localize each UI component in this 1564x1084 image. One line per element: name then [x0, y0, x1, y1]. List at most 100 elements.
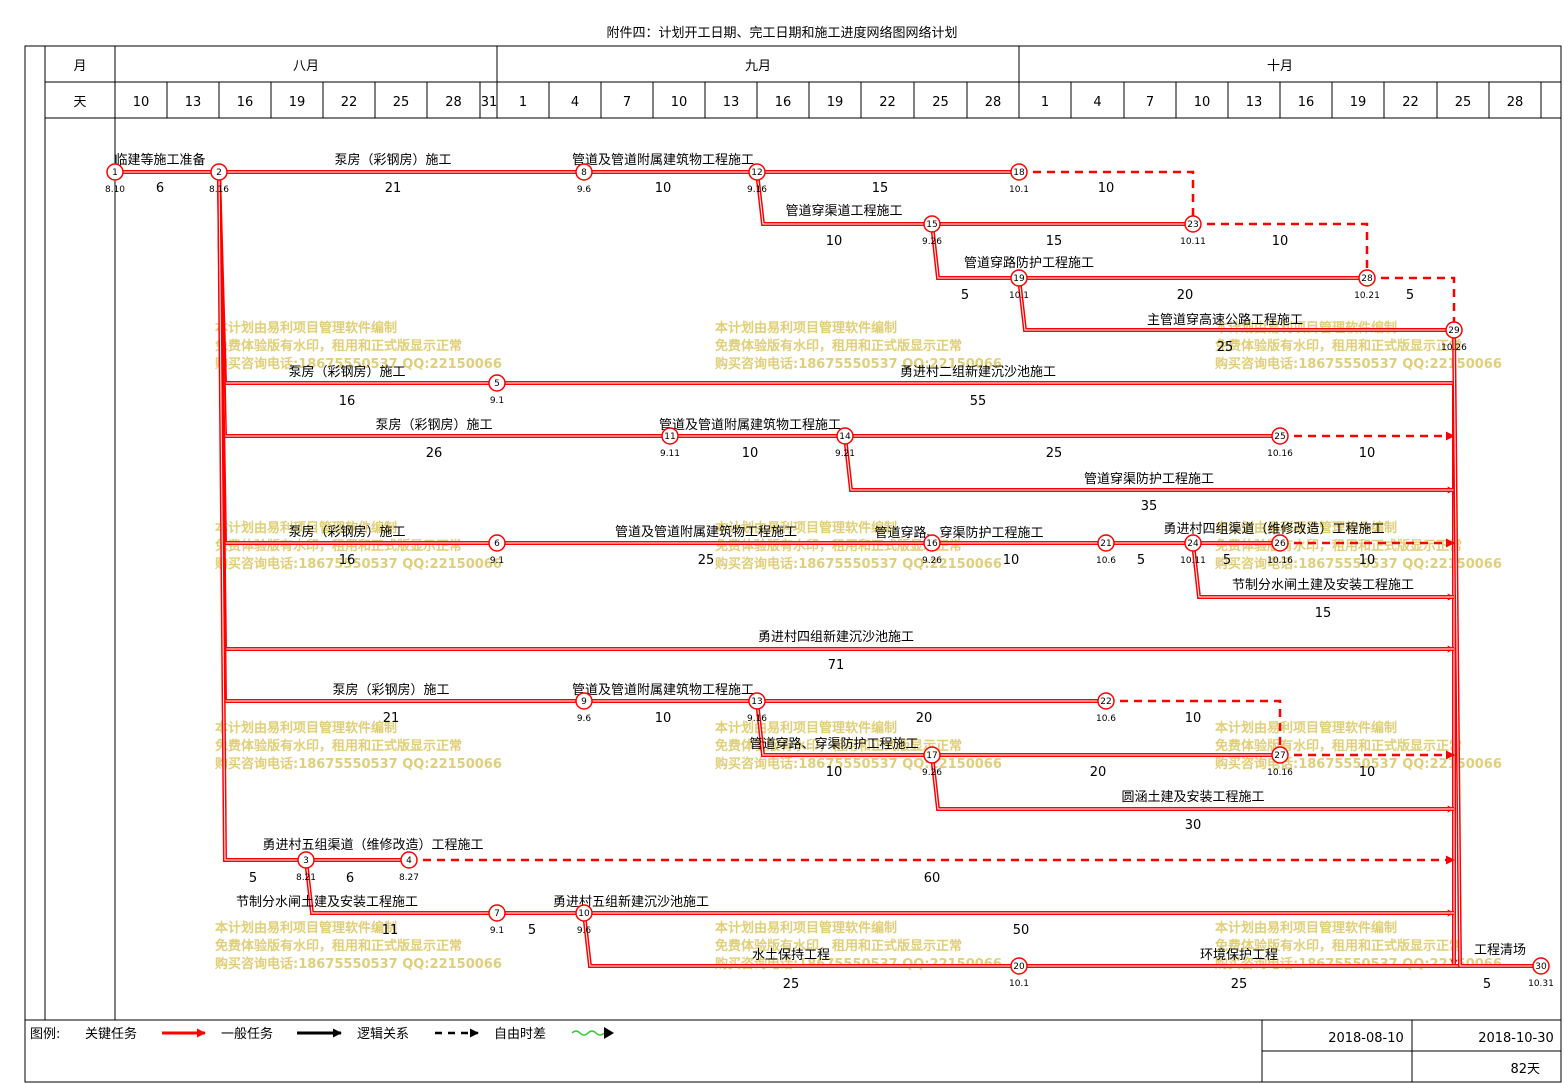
node-circle: [400, 851, 418, 869]
node: 179.26: [922, 746, 942, 778]
day-label: 10: [1194, 95, 1211, 110]
watermark: 本计划由易利项目管理软件编制免费体验版有水印，租用和正式版显示正常购买咨询电话:…: [215, 720, 502, 772]
task-duration: 20: [1177, 288, 1194, 303]
day-label: 31: [481, 95, 498, 110]
day-label: 10: [133, 95, 150, 110]
day-label: 13: [1246, 95, 1263, 110]
watermark-line: 购买咨询电话:18675550537 QQ:22150066: [715, 556, 1002, 572]
node-circle: [836, 427, 854, 445]
task-arrow: 15: [757, 168, 1020, 196]
node-number: 1: [112, 168, 118, 178]
node-date: 9.21: [835, 449, 855, 459]
node-date: 9.26: [922, 237, 942, 247]
task-duration: 55: [970, 394, 987, 409]
day-label: 22: [341, 95, 358, 110]
day-label: 28: [985, 95, 1002, 110]
watermark-line: 购买咨询电话:18675550537 QQ:22150066: [715, 756, 1002, 772]
task-duration: 15: [1315, 606, 1332, 621]
watermark-line: 购买咨询电话:18675550537 QQ:22150066: [1215, 556, 1502, 572]
task-label: 勇进村五组渠道（维修改造）工程施工: [262, 838, 483, 853]
node: 18 10.1: [1009, 163, 1029, 195]
node-number: 29: [1448, 326, 1460, 336]
day-label: 25: [393, 95, 410, 110]
node: 28 10.21: [1354, 269, 1380, 301]
watermark-line: 免费体验版有水印，租用和正式版显示正常: [1215, 738, 1462, 754]
watermark-line: 购买咨询电话:18675550537 QQ:22150066: [1215, 356, 1502, 372]
task-label: 节制分水闸土建及安装工程施工: [236, 895, 418, 910]
free-float-line: [1193, 222, 1372, 279]
task-arrow: 管道穿路、穿渠防护工程施工 10: [749, 700, 933, 780]
task-duration: 16: [339, 553, 356, 568]
node-date: 10.1: [1009, 979, 1029, 989]
task-duration: 5: [1406, 288, 1414, 303]
month-label: 九月: [745, 59, 771, 74]
node-number: 11: [664, 432, 675, 442]
node: 109.6: [575, 904, 593, 936]
node: 30 10.31: [1528, 957, 1554, 989]
task-duration: 15: [1046, 234, 1063, 249]
node-circle: [1271, 427, 1289, 445]
node-circle: [575, 163, 593, 181]
end-date-value: 2018-10-30: [1478, 1031, 1554, 1046]
watermark-line: 免费体验版有水印，租用和正式版显示正常: [715, 938, 962, 954]
task-label: 勇进村五组新建沉沙池施工: [553, 894, 709, 910]
task-label: 管道穿路、穿渠防护工程施工: [749, 736, 918, 752]
critical-task-line-inner: [305, 859, 497, 914]
task-duration: 25: [1217, 340, 1234, 355]
node-date: 10.11: [1180, 237, 1206, 247]
task-duration: 5: [1223, 553, 1231, 568]
day-label: 10: [671, 95, 688, 110]
task-arrow: 管道及管道附属建筑物工程施工 25: [497, 524, 933, 568]
node-circle: [297, 851, 315, 869]
legend-float-wave: [571, 1030, 605, 1036]
node-circle: [1184, 534, 1202, 552]
watermark-line: 本计划由易利项目管理软件编制: [215, 320, 397, 336]
free-float-line: [1106, 699, 1285, 756]
task-duration: 10: [1359, 553, 1376, 568]
node: 159.26: [922, 215, 942, 247]
node: 28.16: [209, 163, 229, 195]
node: 48.27: [399, 851, 419, 883]
task-arrow: 15: [932, 220, 1194, 249]
watermark-line: 本计划由易利项目管理软件编制: [215, 920, 397, 936]
watermark-line: 本计划由易利项目管理软件编制: [215, 520, 397, 536]
node-date: 9.1: [490, 396, 504, 406]
task-arrow: 管道穿渠防护工程施工 35: [843, 435, 1455, 514]
day-label: 16: [237, 95, 254, 110]
day-label: 19: [289, 95, 306, 110]
critical-task-line-inner: [756, 171, 932, 225]
node-date: 9.11: [660, 449, 680, 459]
day-header-label: 天: [73, 95, 86, 110]
node-number: 13: [751, 697, 762, 707]
day-label: 25: [932, 95, 949, 110]
task-duration: 21: [383, 711, 400, 726]
task-duration: 6: [346, 871, 354, 886]
watermark-line: 免费体验版有水印，租用和正式版显示正常: [715, 738, 962, 754]
watermark-line: 购买咨询电话:18675550537 QQ:22150066: [215, 956, 502, 972]
node-date: 9.16: [747, 185, 767, 195]
legend-float-label: 自由时差: [494, 1027, 546, 1042]
task-duration: 21: [385, 181, 402, 196]
node-date: 8.10: [105, 185, 125, 195]
node-date: 9.26: [922, 768, 942, 778]
task-arrow: 10: [1280, 431, 1455, 461]
node-number: 7: [494, 909, 500, 919]
task-label: 水土保持工程: [752, 948, 830, 963]
task-arrow: 6: [306, 856, 410, 886]
task-label: 管道及管道附属建筑物工程施工: [659, 417, 841, 433]
node-number: 21: [1100, 539, 1111, 549]
day-label: 28: [445, 95, 462, 110]
free-float-line: [1367, 276, 1459, 331]
watermark: 本计划由易利项目管理软件编制免费体验版有水印，租用和正式版显示正常购买咨询电话:…: [215, 320, 502, 372]
task-arrow: 5: [1106, 539, 1194, 568]
node-number: 12: [751, 168, 762, 178]
task-arrow: 20: [1019, 274, 1368, 303]
task-duration: 15: [872, 181, 889, 196]
node: 38.21: [296, 851, 316, 883]
task-label: 管道穿路防护工程施工: [964, 255, 1094, 271]
legend-float-arrow: [604, 1027, 614, 1039]
task-duration: 10: [655, 181, 672, 196]
node: 24 10.11: [1180, 534, 1206, 566]
task-duration: 26: [426, 446, 443, 461]
